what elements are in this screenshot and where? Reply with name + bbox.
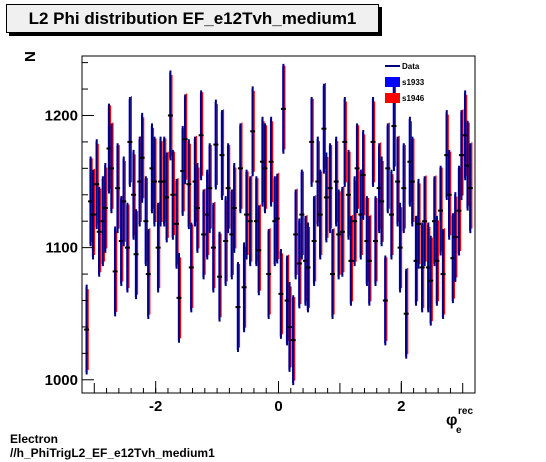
x-tick-label: -2 (149, 398, 162, 415)
x-axis-label-sup: rec (458, 406, 473, 417)
x-axis-label-main: φ (446, 412, 457, 429)
footer-histogram-path: //h_PhiTrigL2_EF_e12Tvh_medium1 (10, 446, 215, 460)
x-tick-label: 0 (274, 398, 282, 415)
legend-s1933-swatch (385, 77, 400, 87)
y-tick-label: 1200 (45, 107, 78, 124)
axes-group: -2 0 2 1000 1100 1200 (45, 62, 464, 415)
legend: Data s1933 s1946 (385, 62, 425, 103)
legend-s1946-label: s1946 (402, 94, 425, 103)
x-axis-label-sub: e (456, 425, 462, 436)
footer-label: Electron (10, 432, 59, 446)
x-tick-label: 2 (397, 398, 405, 415)
chart-title: L2 Phi distribution EF_e12Tvh_medium1 (6, 4, 379, 33)
y-axis-label: N (22, 51, 39, 62)
legend-s1933-label: s1933 (402, 78, 425, 87)
y-tick-label: 1000 (45, 372, 78, 389)
x-axis-label: φ e rec (446, 406, 473, 436)
legend-data-label: Data (402, 62, 420, 71)
legend-s1946-swatch (385, 93, 400, 103)
y-tick-label: 1100 (45, 240, 78, 257)
error-bars-group (84, 63, 473, 386)
